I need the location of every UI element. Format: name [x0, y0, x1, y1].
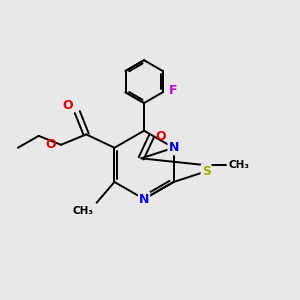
- Text: CH₃: CH₃: [73, 206, 94, 216]
- Text: S: S: [202, 165, 211, 178]
- Text: N: N: [139, 193, 149, 206]
- Text: N: N: [169, 141, 179, 154]
- Text: F: F: [169, 84, 177, 98]
- Text: O: O: [155, 130, 166, 142]
- Text: O: O: [46, 138, 56, 151]
- Text: CH₃: CH₃: [229, 160, 250, 170]
- Text: O: O: [62, 98, 73, 112]
